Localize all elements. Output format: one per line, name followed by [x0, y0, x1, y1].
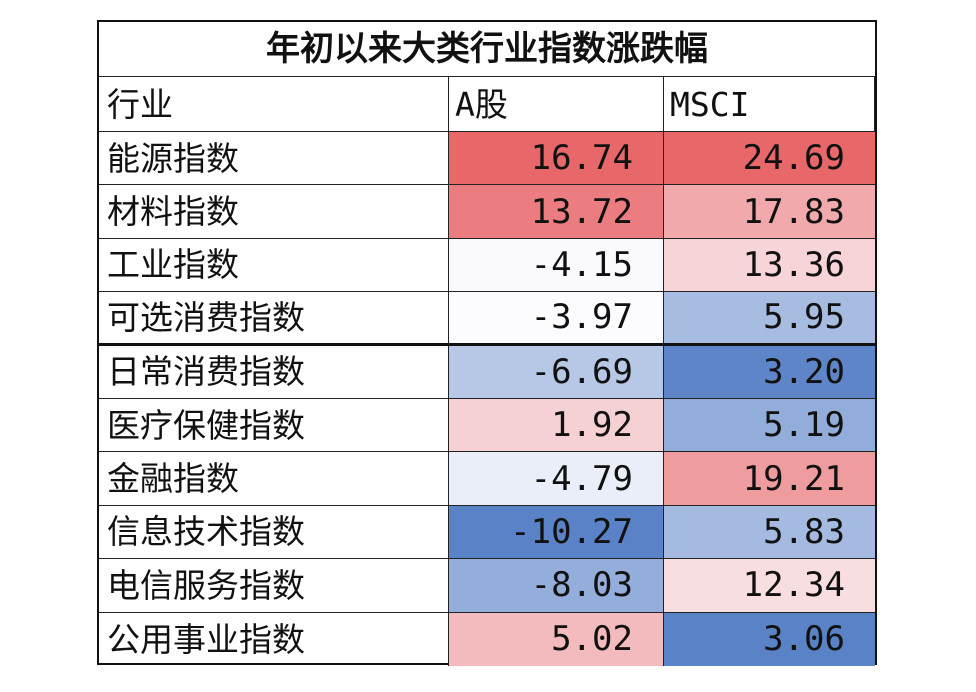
row-label: 能源指数: [99, 132, 449, 186]
value-cell: -4.15: [449, 238, 664, 293]
value-cell: 16.74: [449, 132, 664, 186]
value-cell: 5.83: [664, 505, 875, 560]
row-label: 电信服务指数: [99, 559, 449, 613]
value-cell: 13.72: [449, 185, 664, 239]
value-cell: -3.97: [449, 292, 664, 346]
row-label: 可选消费指数: [99, 292, 449, 346]
value-cell: -6.69: [449, 345, 664, 399]
value-cell: 5.02: [449, 612, 664, 666]
row-label: 医疗保健指数: [99, 399, 449, 453]
column-header: A股: [449, 77, 664, 132]
row-label: 材料指数: [99, 185, 449, 239]
value-cell: 5.95: [664, 292, 875, 346]
value-cell: 13.36: [664, 238, 875, 293]
value-cell: 5.19: [664, 399, 875, 453]
value-cell: 24.69: [664, 132, 875, 186]
row-label: 金融指数: [99, 452, 449, 506]
row-label: 日常消费指数: [99, 345, 449, 399]
column-header: MSCI: [664, 77, 875, 132]
table: 年初以来大类行业指数涨跌幅 行业 A股 MSCI 能源指数 16.74 24.69 材料指数 1…: [97, 20, 877, 666]
row-label: 信息技术指数: [99, 505, 449, 560]
column-header: 行业: [99, 77, 449, 132]
value-cell: 3.06: [664, 612, 875, 666]
row-label: 公用事业指数: [99, 612, 449, 666]
value-cell: -4.79: [449, 452, 664, 506]
value-cell: 19.21: [664, 452, 875, 506]
value-cell: 3.20: [664, 345, 875, 399]
table-title: 年初以来大类行业指数涨跌幅: [99, 22, 875, 77]
value-cell: 17.83: [664, 185, 875, 239]
value-cell: 12.34: [664, 559, 875, 613]
value-cell: -8.03: [449, 559, 664, 613]
value-cell: 1.92: [449, 399, 664, 453]
row-label: 工业指数: [99, 238, 449, 293]
value-cell: -10.27: [449, 505, 664, 560]
